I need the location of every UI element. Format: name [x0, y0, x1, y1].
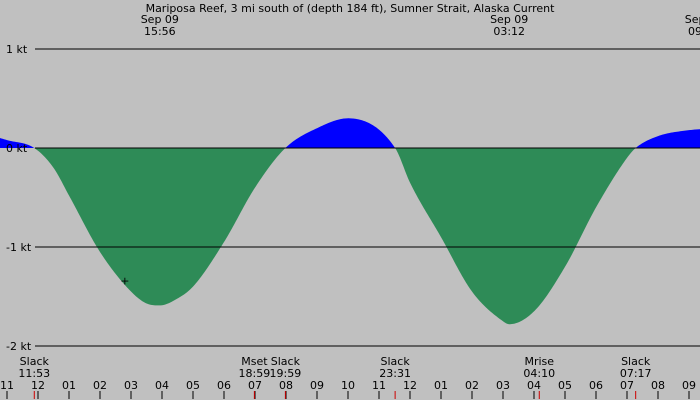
ebb-area	[0, 148, 700, 325]
event-time: 04:10	[523, 367, 555, 380]
x-tick-label: 01	[62, 379, 76, 392]
x-tick-label: 04	[527, 379, 541, 392]
event-time: 11:53	[18, 367, 50, 380]
x-axis: 11 12 01 02 03 04 05 06 07 08 09 10 11 12 01 02 03 04 05 06…	[0, 379, 696, 399]
y-tick-label: -1 kt	[6, 241, 32, 254]
x-tick-label: 05	[186, 379, 200, 392]
y-axis-labels: 1 kt 0 kt -1 kt -2 kt	[6, 43, 32, 353]
x-tick-label: 04	[155, 379, 169, 392]
top-date-label: Sep 09	[141, 13, 179, 26]
x-tick-label: 11	[0, 379, 14, 392]
x-tick-label: 08	[651, 379, 665, 392]
event-time: 19:59	[270, 367, 302, 380]
x-tick-label: 08	[279, 379, 293, 392]
event-name: Mset	[241, 355, 268, 368]
chart-title: Mariposa Reef, 3 mi south of (depth 184 …	[146, 2, 556, 15]
grid-lines	[35, 48, 700, 347]
x-tick-label: 09	[682, 379, 696, 392]
top-date-label: Sep 09	[685, 13, 700, 26]
top-date-label: Sep 09	[490, 13, 528, 26]
x-tick-label: 05	[558, 379, 572, 392]
event-time: 23:31	[379, 367, 411, 380]
current-time-marker: +	[120, 275, 129, 288]
y-tick-label: -2 kt	[6, 340, 32, 353]
top-time-label: 09:29	[688, 25, 700, 38]
event-name: Mrise	[524, 355, 554, 368]
bottom-event-labels: Slack23:31Mrise04:10Slack07:17Slack11:53…	[18, 355, 651, 380]
y-tick-label: 1 kt	[6, 43, 28, 56]
top-time-label: 15:56	[144, 25, 176, 38]
x-tick-label: 06	[217, 379, 231, 392]
x-tick-label: 12	[403, 379, 417, 392]
x-tick-label: 02	[465, 379, 479, 392]
y-tick-label: 0 kt	[6, 142, 28, 155]
x-tick-label: 01	[434, 379, 448, 392]
x-tick-label: 02	[93, 379, 107, 392]
event-name: Slack	[271, 355, 301, 368]
x-tick-label: 11	[372, 379, 386, 392]
top-time-label: 03:12	[493, 25, 525, 38]
x-tick-label: 12	[31, 379, 45, 392]
event-name: Slack	[381, 355, 411, 368]
event-name: Slack	[20, 355, 50, 368]
event-time: 07:17	[620, 367, 652, 380]
x-tick-label: 03	[496, 379, 510, 392]
x-tick-label: 07	[620, 379, 634, 392]
x-tick-label: 06	[589, 379, 603, 392]
current-areas	[0, 118, 700, 325]
event-time: 18:59	[239, 367, 271, 380]
x-tick-label: 03	[124, 379, 138, 392]
x-tick-label: 10	[341, 379, 355, 392]
x-tick-label: 07	[248, 379, 262, 392]
marker-symbol: +	[120, 275, 129, 288]
flood-area	[0, 118, 700, 148]
event-name: Slack	[621, 355, 651, 368]
x-tick-label: 09	[310, 379, 324, 392]
